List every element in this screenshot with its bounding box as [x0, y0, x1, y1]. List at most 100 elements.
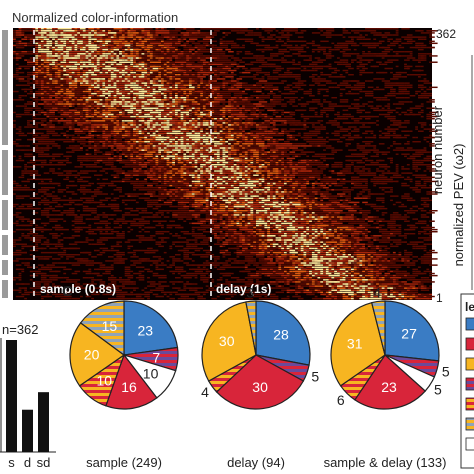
- heatmap-cell: [392, 95, 396, 97]
- heatmap-cell: [197, 99, 201, 101]
- heatmap-cell: [144, 115, 148, 118]
- heatmap-cell: [420, 95, 427, 97]
- heatmap-cell: [127, 101, 131, 103]
- heatmap-cell: [38, 88, 41, 91]
- heatmap-cell: [85, 28, 89, 30]
- heatmap-cell: [180, 95, 184, 97]
- heatmap-cell: [119, 82, 122, 84]
- heatmap-cell: [230, 63, 237, 66]
- heatmap-cell: [124, 59, 128, 61]
- heatmap-cell: [342, 80, 346, 82]
- heatmap-cell: [155, 105, 159, 107]
- heatmap-cell: [163, 51, 167, 53]
- heatmap-cell: [60, 38, 64, 40]
- heatmap-cell: [77, 32, 80, 34]
- heatmap-cell: [258, 132, 265, 135]
- heatmap-cell: [119, 103, 125, 105]
- heatmap-cell: [253, 34, 262, 36]
- heatmap-cell: [119, 115, 122, 118]
- heatmap-cell: [264, 86, 268, 89]
- heatmap-cell: [147, 124, 150, 126]
- heatmap-cell: [172, 55, 175, 57]
- heatmap-cell: [110, 107, 114, 109]
- heatmap-cell: [359, 69, 365, 72]
- heatmap-cell: [395, 82, 405, 84]
- heatmap-cell: [85, 59, 92, 61]
- heatmap-cell: [267, 92, 270, 95]
- heatmap-cell: [216, 95, 220, 97]
- heatmap-cell: [119, 55, 122, 57]
- heatmap-cell: [256, 84, 262, 86]
- heatmap-cell: [342, 76, 346, 78]
- heatmap-cell: [258, 126, 262, 128]
- heatmap-cell: [60, 55, 64, 57]
- heatmap-cell: [124, 36, 128, 38]
- heatmap-cell: [359, 55, 365, 57]
- heatmap-cell: [314, 78, 324, 80]
- heatmap-cell: [130, 51, 134, 53]
- heatmap-cell: [272, 99, 282, 101]
- heatmap-cell: [24, 90, 27, 93]
- heatmap-cell: [46, 65, 50, 68]
- heatmap-cell: [99, 44, 103, 47]
- heatmap-cell: [46, 103, 50, 105]
- heatmap-cell: [130, 101, 134, 103]
- heatmap-cell: [74, 65, 78, 68]
- heatmap-cell: [135, 95, 139, 97]
- heatmap-cell: [334, 61, 343, 63]
- heatmap-cell: [359, 115, 365, 118]
- heatmap-cell: [345, 61, 349, 63]
- heatmap-cell: [102, 38, 106, 40]
- heatmap-cell: [166, 132, 170, 135]
- heatmap-cell: [35, 99, 41, 101]
- heatmap-cell: [378, 42, 382, 45]
- heatmap-cell: [359, 63, 368, 66]
- heatmap-cell: [191, 99, 195, 101]
- heatmap-cell: [406, 109, 413, 112]
- heatmap-cell: [239, 126, 243, 128]
- heatmap-cell: [208, 101, 212, 103]
- heatmap-cell: [152, 71, 156, 74]
- heatmap-cell: [284, 141, 290, 143]
- heatmap-cell: [138, 59, 142, 61]
- heatmap-cell: [169, 84, 173, 86]
- heatmap-cell: [292, 67, 301, 70]
- heatmap-cell: [258, 111, 262, 114]
- heatmap-cell: [300, 136, 310, 139]
- heatmap-cell: [155, 132, 159, 135]
- heatmap-cell: [189, 65, 192, 68]
- heatmap-cell: [116, 132, 120, 135]
- heatmap-cell: [286, 84, 293, 86]
- heatmap-cell: [113, 130, 117, 132]
- heatmap-cell: [351, 118, 360, 120]
- heatmap-cell: [155, 36, 159, 38]
- heatmap-cell: [71, 105, 75, 107]
- heatmap-cell: [52, 132, 58, 135]
- heatmap-cell: [155, 65, 159, 68]
- heatmap-cell: [94, 99, 97, 101]
- heatmap-cell: [222, 84, 226, 86]
- heatmap-cell: [261, 76, 265, 78]
- heatmap-cell: [317, 84, 321, 86]
- heatmap-cell: [208, 111, 212, 114]
- heatmap-cell: [267, 32, 270, 34]
- heatmap-cell: [155, 136, 159, 139]
- heatmap-cell: [158, 84, 162, 86]
- heatmap-cell: [398, 97, 405, 99]
- heatmap-cell: [200, 132, 203, 135]
- heatmap-cell: [158, 132, 162, 135]
- heatmap-cell: [264, 44, 270, 47]
- heatmap-cell: [395, 30, 399, 32]
- heatmap-cell: [404, 120, 410, 122]
- heatmap-cell: [119, 97, 122, 99]
- heatmap-cell: [284, 42, 287, 45]
- heatmap-cell: [82, 132, 86, 135]
- heatmap-cell: [253, 90, 256, 93]
- heatmap-cell: [35, 63, 39, 66]
- heatmap-cell: [222, 51, 226, 53]
- heatmap-cell: [80, 38, 83, 40]
- heatmap-cell: [311, 67, 315, 70]
- heatmap-cell: [214, 84, 217, 86]
- heatmap-cell: [85, 34, 89, 36]
- heatmap-cell: [429, 92, 432, 95]
